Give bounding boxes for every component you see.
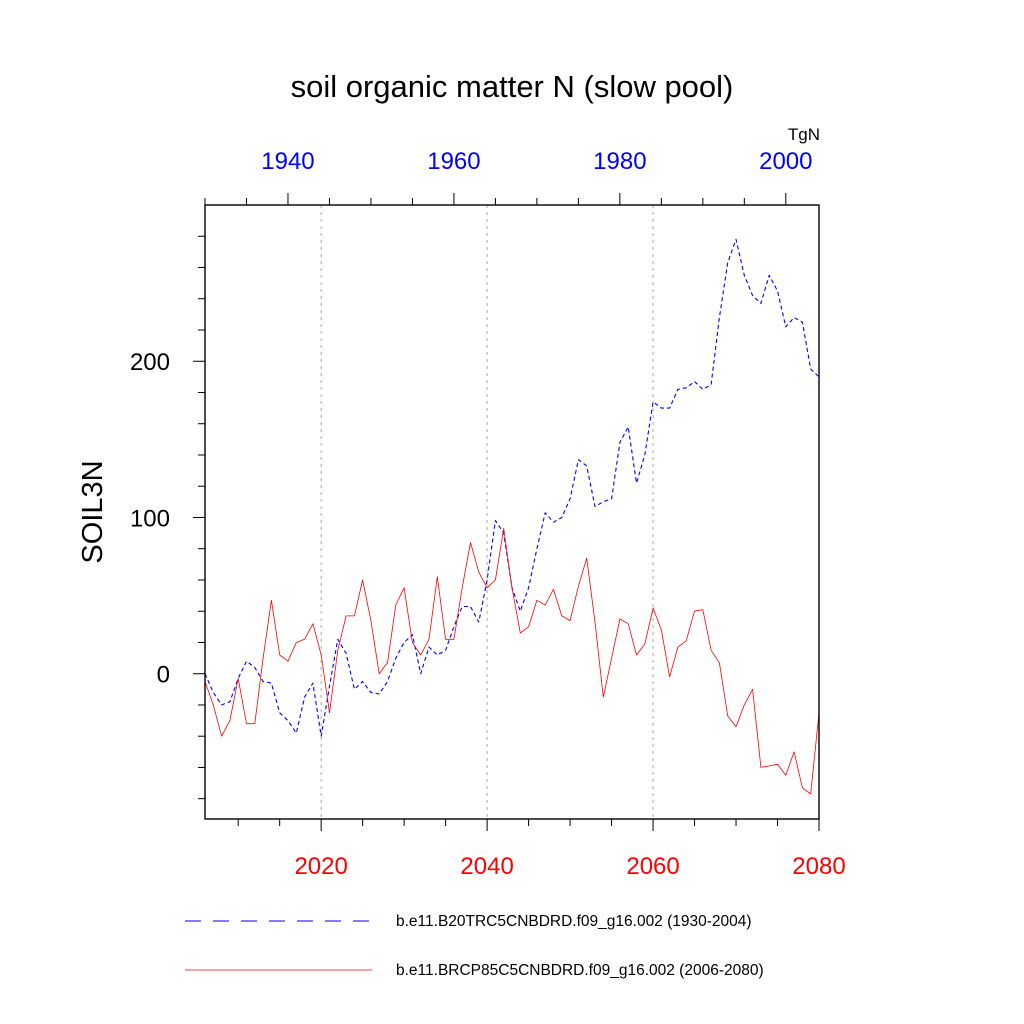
top-tick-label: 1980 bbox=[593, 148, 646, 175]
legend-label-red: b.e11.BRCP85C5CNBDRD.f09_g16.002 (2006-2… bbox=[396, 962, 764, 979]
bottom-tick-label: 2040 bbox=[460, 853, 513, 880]
units-label: TgN bbox=[788, 125, 820, 144]
plot-frame bbox=[204, 204, 820, 820]
series-lines bbox=[204, 238, 820, 795]
y-tick-label: 0 bbox=[157, 662, 170, 689]
series-line-historical bbox=[204, 238, 820, 737]
bottom-tick-label: 2020 bbox=[294, 853, 347, 880]
legend-label-blue: b.e11.B20TRC5CNBDRD.f09_g16.002 (1930-20… bbox=[396, 913, 752, 930]
grid-lines bbox=[320, 205, 654, 819]
bottom-tick-label: 2060 bbox=[626, 853, 679, 880]
series-line-rcp85 bbox=[204, 528, 820, 795]
y-axis-label: SOIL3N bbox=[77, 460, 109, 563]
bottom-tick-label: 2080 bbox=[792, 853, 845, 880]
chart-title: soil organic matter N (slow pool) bbox=[291, 69, 734, 104]
top-tick-label: 2000 bbox=[759, 148, 812, 175]
y-tick-label: 200 bbox=[130, 349, 170, 376]
top-tick-label: 1960 bbox=[427, 148, 480, 175]
legend: b.e11.B20TRC5CNBDRD.f09_g16.002 (1930-20… bbox=[185, 913, 764, 979]
axes: 0 100 200 1940 1960 1980 2000 2020 2040 2060 2080 bbox=[130, 148, 846, 880]
top-tick-label: 1940 bbox=[261, 148, 314, 175]
y-tick-label: 100 bbox=[130, 505, 170, 532]
